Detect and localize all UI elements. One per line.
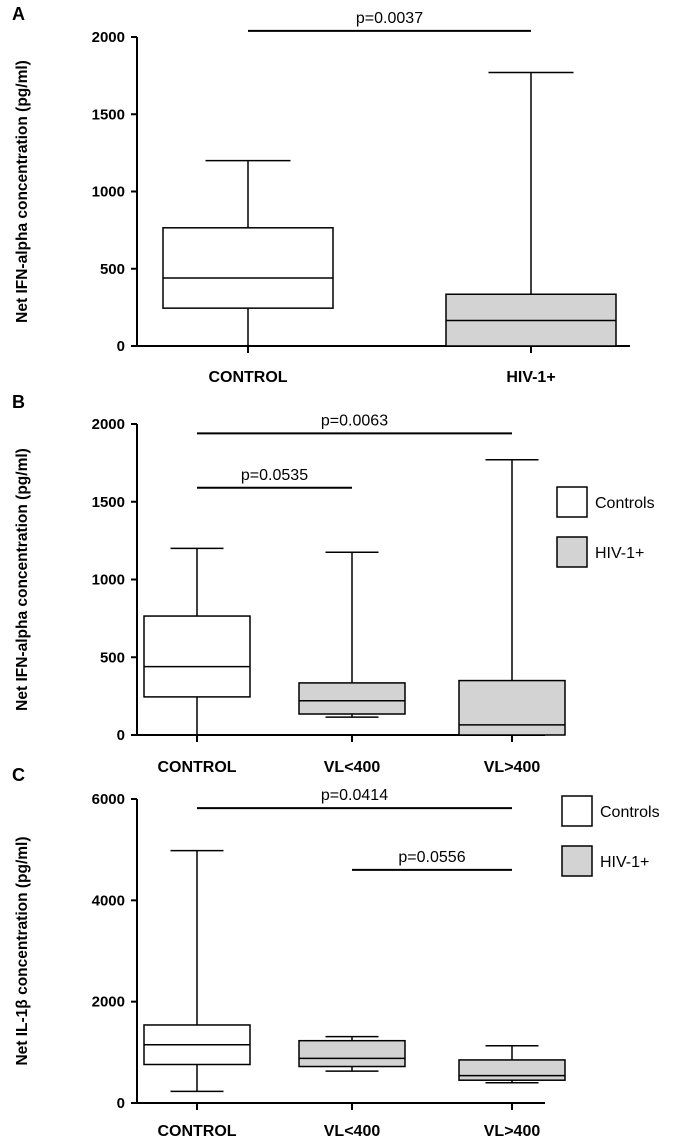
legend-label: Controls [600, 804, 660, 821]
panel-letter: B [12, 392, 25, 412]
y-tick-label: 1500 [92, 494, 125, 511]
y-tick-label: 500 [100, 649, 125, 666]
y-tick-label: 0 [117, 727, 125, 744]
x-tick-label: CONTROL [208, 369, 287, 386]
panel-b: B 0 500 1000 1500 2000 Net IFN-alpha concentra… [12, 392, 655, 776]
legend: Controls HIV-1+ [561, 795, 660, 877]
box-vl-400 [458, 1044, 566, 1084]
legend-swatch-control [556, 486, 588, 518]
box-vl-400 [298, 551, 406, 718]
y-tick-label: 0 [117, 338, 125, 355]
y-tick-label: 1000 [92, 184, 125, 201]
legend-label: HIV-1+ [595, 545, 644, 562]
legend-label: HIV-1+ [600, 854, 649, 871]
y-axis-label: Net IFN-alpha concentration (pg/ml) [14, 60, 31, 323]
x-tick-label: VL<400 [324, 759, 381, 776]
x-tick-label: CONTROL [157, 1123, 236, 1139]
legend: Controls HIV-1+ [556, 486, 655, 568]
panel-letter: A [12, 4, 25, 24]
y-tick-label: 2000 [92, 416, 125, 433]
p-value-label: p=0.0037 [356, 10, 423, 27]
x-tick-label: VL>400 [484, 759, 541, 776]
legend-swatch-hiv [556, 536, 588, 568]
box-iqr [162, 227, 334, 309]
y-tick-label: 2000 [92, 29, 125, 46]
box-iqr [143, 615, 251, 698]
p-value-label: p=0.0535 [241, 467, 308, 484]
panel-letter: C [12, 765, 25, 785]
box-iqr [298, 1039, 406, 1068]
y-tick-label: 6000 [92, 791, 125, 808]
panel-a: A 0 500 1000 1500 2000 Net IFN-alpha concentra… [12, 4, 630, 386]
box-iqr [298, 682, 406, 715]
x-tick-label: CONTROL [157, 759, 236, 776]
p-value-label: p=0.0414 [321, 787, 388, 804]
box-control [143, 849, 251, 1093]
y-tick-label: 0 [117, 1095, 125, 1112]
box-vl-400 [298, 1035, 406, 1072]
y-tick-label: 1500 [92, 106, 125, 123]
panel-c: C 0 2000 4000 6000 Net IL-1β concentration (p… [12, 765, 660, 1139]
box-vl-400 [458, 459, 566, 736]
legend-swatch-control [561, 795, 593, 827]
box-iqr [458, 1059, 566, 1081]
y-axis-label: Net IFN-alpha concentration (pg/ml) [14, 448, 31, 711]
y-tick-label: 1000 [92, 572, 125, 589]
box-hiv-1- [445, 71, 617, 347]
y-tick-label: 4000 [92, 892, 125, 909]
y-tick-label: 500 [100, 261, 125, 278]
box-control [162, 159, 334, 346]
x-tick-label: VL>400 [484, 1123, 541, 1139]
p-value-label: p=0.0556 [398, 849, 465, 866]
x-tick-label: HIV-1+ [506, 369, 555, 386]
y-tick-label: 2000 [92, 994, 125, 1011]
p-value-label: p=0.0063 [321, 412, 388, 429]
box-control [143, 547, 251, 735]
y-axis-label: Net IL-1β concentration (pg/ml) [14, 836, 31, 1065]
box-iqr [458, 679, 566, 736]
legend-swatch-hiv [561, 845, 593, 877]
legend-label: Controls [595, 495, 655, 512]
x-tick-label: VL<400 [324, 1123, 381, 1139]
